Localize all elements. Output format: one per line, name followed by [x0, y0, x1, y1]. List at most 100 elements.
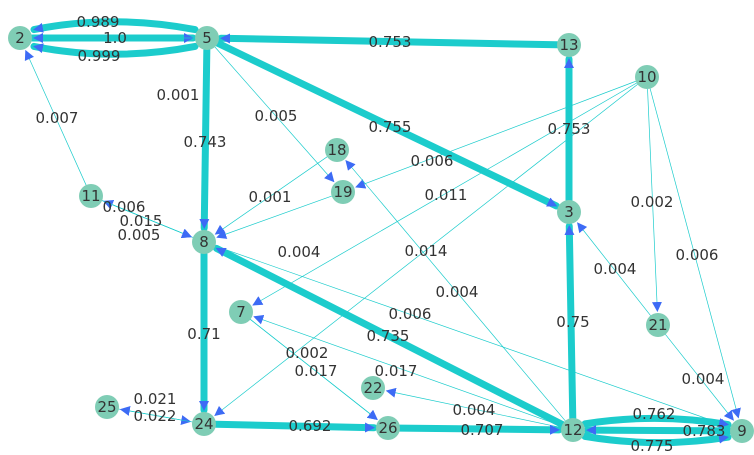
edge-label: 0.735 — [367, 327, 410, 345]
node-circle — [95, 395, 119, 419]
node-13[interactable]: 13 — [557, 33, 581, 57]
edge-12-to-9 — [581, 414, 732, 429]
node-circle — [561, 418, 585, 442]
edge-label: 0.999 — [78, 47, 121, 65]
edge-10-to-7 — [252, 82, 637, 306]
node-7[interactable]: 7 — [229, 300, 253, 324]
node-circle — [730, 419, 754, 443]
node-label: 26 — [378, 419, 397, 437]
node-label: 9 — [737, 422, 747, 440]
edge-21-to-9 — [665, 334, 734, 421]
edge-5-to-3 — [214, 39, 560, 210]
edge-label: 0.011 — [425, 186, 468, 204]
edge-7-to-26 — [250, 319, 378, 420]
edge-label: 0.004 — [436, 283, 479, 301]
node-label: 8 — [199, 233, 209, 251]
edge-label: 0.762 — [633, 405, 676, 423]
edge-label: 0.017 — [295, 362, 338, 380]
edge-12-to-8 — [212, 244, 566, 429]
edge-label: 0.753 — [548, 120, 591, 138]
node-19[interactable]: 19 — [331, 180, 355, 204]
node-9[interactable]: 9 — [730, 419, 754, 443]
edge-10-to-9 — [649, 88, 741, 419]
edge-label: 0.75 — [556, 313, 589, 331]
node-25[interactable]: 25 — [95, 395, 119, 419]
edge-labels: 0.9891.00.9990.7530.0010.0070.7430.0050.… — [36, 13, 726, 455]
node-10[interactable]: 10 — [635, 65, 659, 89]
edge-label: 0.006 — [411, 152, 454, 170]
edge-label: 0.001 — [249, 188, 292, 206]
edge-label: 0.005 — [255, 107, 298, 125]
edge-21-to-3 — [577, 222, 651, 316]
node-label: 25 — [97, 398, 116, 416]
edge-label: 0.022 — [134, 407, 177, 425]
node-11[interactable]: 11 — [79, 184, 103, 208]
node-18[interactable]: 18 — [325, 138, 349, 162]
node-circle — [229, 300, 253, 324]
edge-label: 0.692 — [289, 417, 332, 435]
node-21[interactable]: 21 — [646, 313, 670, 337]
node-2[interactable]: 2 — [8, 26, 32, 50]
edge-12-to-9 — [581, 432, 732, 447]
edge-label: 0.017 — [375, 362, 418, 380]
node-circle — [557, 200, 581, 224]
edge-5-to-2 — [30, 18, 199, 34]
edge-5-to-8 — [199, 46, 211, 232]
node-circle — [646, 313, 670, 337]
edge-10-to-19 — [355, 80, 637, 189]
edge-label: 0.753 — [369, 33, 412, 51]
edge-12-to-18 — [345, 159, 566, 422]
node-label: 12 — [563, 421, 582, 439]
node-circle — [635, 65, 659, 89]
edge-label: 0.002 — [286, 344, 329, 362]
edge-12-to-7 — [253, 314, 563, 427]
node-label: 5 — [202, 29, 212, 47]
node-label: 2 — [15, 29, 25, 47]
edge-label: 0.707 — [461, 421, 504, 439]
node-circle — [331, 180, 355, 204]
edge-12-to-3 — [564, 222, 577, 422]
edge-19-to-8 — [216, 195, 333, 239]
edge-label: 0.006 — [103, 198, 146, 216]
edge-label: 0.989 — [77, 13, 120, 31]
node-circle — [325, 138, 349, 162]
edge-8-to-9 — [214, 245, 730, 429]
node-22[interactable]: 22 — [361, 376, 385, 400]
node-3[interactable]: 3 — [557, 200, 581, 224]
edge-label: 0.004 — [453, 401, 496, 419]
edge-label: 0.004 — [594, 260, 637, 278]
edge-label: 0.002 — [631, 193, 674, 211]
edge-label: 0.005 — [118, 226, 161, 244]
node-8[interactable]: 8 — [192, 230, 216, 254]
node-12[interactable]: 12 — [561, 418, 585, 442]
edge-label: 0.004 — [278, 243, 321, 261]
edge-label: 1.0 — [103, 29, 127, 47]
node-circle — [361, 376, 385, 400]
node-circle — [195, 26, 219, 50]
edge-label: 0.755 — [369, 118, 412, 136]
edge-label: 0.775 — [631, 437, 674, 455]
node-24[interactable]: 24 — [192, 412, 216, 436]
edges — [24, 18, 741, 447]
edge-label: 0.001 — [157, 86, 200, 104]
edge-26-to-12 — [396, 424, 563, 435]
node-circle — [192, 230, 216, 254]
node-label: 18 — [327, 141, 346, 159]
edge-label: 0.006 — [389, 305, 432, 323]
node-label: 11 — [81, 187, 100, 205]
node-circle — [79, 184, 103, 208]
node-label: 3 — [564, 203, 574, 221]
node-26[interactable]: 26 — [376, 416, 400, 440]
edge-label: 0.015 — [120, 212, 163, 230]
node-label: 21 — [648, 316, 667, 334]
node-label: 7 — [236, 303, 246, 321]
edge-18-to-8 — [214, 156, 328, 235]
node-circle — [376, 416, 400, 440]
edge-24-to-26 — [212, 420, 378, 433]
node-label: 13 — [559, 36, 578, 54]
node-5[interactable]: 5 — [195, 26, 219, 50]
edge-13-to-5 — [217, 33, 561, 49]
edge-label: 0.743 — [184, 133, 227, 151]
edge-5-to-2 — [30, 42, 199, 58]
